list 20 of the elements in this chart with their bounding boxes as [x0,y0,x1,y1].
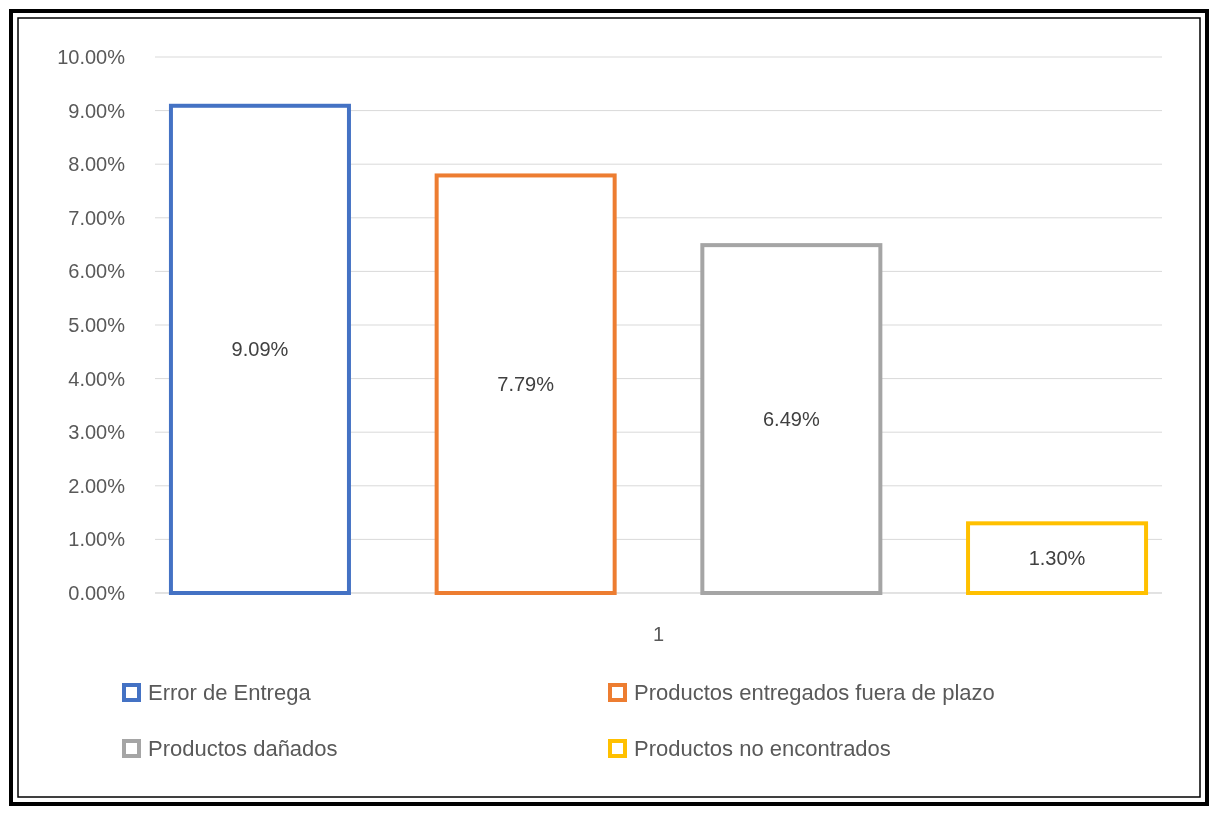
legend-label: Productos dañados [148,736,338,761]
data-label: 7.79% [497,373,555,396]
y-tick-label: 3.00% [68,421,126,444]
y-tick-label: 0.00% [68,582,126,604]
y-tick-label: 1.00% [68,528,126,551]
data-label: 9.09% [231,338,289,361]
y-tick-label: 2.00% [68,474,126,497]
y-tick-label: 4.00% [68,367,126,390]
data-label: 6.49% [762,408,820,431]
legend-label: Productos entregados fuera de plazo [634,680,995,705]
x-tick-label: 1 [652,623,665,645]
y-tick-label: 6.00% [68,260,126,283]
y-tick-label: 8.00% [68,153,126,176]
legend-label: Error de Entrega [148,680,312,705]
legend-label: Productos no encontrados [634,736,891,761]
y-tick-label: 9.00% [68,99,126,122]
y-tick-label: 5.00% [68,314,126,336]
y-tick-label: 7.00% [68,206,126,229]
y-tick-label: 10.00% [57,46,126,68]
data-label: 1.30% [1028,547,1086,570]
